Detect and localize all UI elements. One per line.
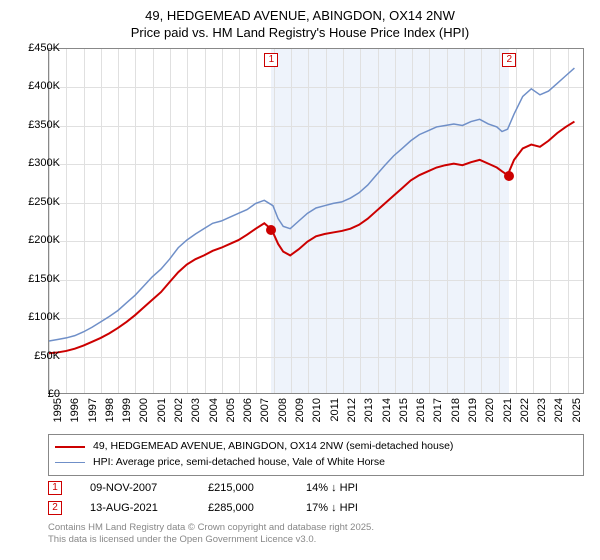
y-tick-label: £200K: [16, 234, 60, 246]
x-tick-label: 2016: [415, 398, 427, 422]
x-tick-label: 2010: [311, 398, 323, 422]
x-tick-label: 1999: [121, 398, 133, 422]
sale-dot: [266, 225, 276, 235]
sales-hpi: 17% ↓ HPI: [306, 502, 406, 514]
chart-area: 12: [48, 48, 584, 394]
x-tick-label: 2020: [484, 398, 496, 422]
footer-line2: This data is licensed under the Open Gov…: [48, 534, 374, 546]
x-tick-label: 2018: [450, 398, 462, 422]
chart-container: 49, HEDGEMEAD AVENUE, ABINGDON, OX14 2NW…: [0, 0, 600, 560]
x-tick-label: 2022: [519, 398, 531, 422]
x-tick-label: 2021: [502, 398, 514, 422]
x-tick-label: 1995: [52, 398, 64, 422]
y-tick-label: £250K: [16, 196, 60, 208]
legend-row: HPI: Average price, semi-detached house,…: [55, 455, 577, 471]
legend-box: 49, HEDGEMEAD AVENUE, ABINGDON, OX14 2NW…: [48, 434, 584, 476]
legend-label: 49, HEDGEMEAD AVENUE, ABINGDON, OX14 2NW…: [93, 439, 453, 455]
legend-label: HPI: Average price, semi-detached house,…: [93, 455, 385, 471]
series-hpi: [49, 68, 574, 341]
sales-date: 13-AUG-2021: [90, 502, 180, 514]
x-tick-label: 2023: [536, 398, 548, 422]
sale-dot: [504, 171, 514, 181]
y-tick-label: £350K: [16, 119, 60, 131]
sales-row: 1 09-NOV-2007 £215,000 14% ↓ HPI: [48, 478, 406, 498]
x-tick-label: 2019: [467, 398, 479, 422]
x-tick-label: 2000: [138, 398, 150, 422]
x-tick-label: 2013: [363, 398, 375, 422]
x-tick-label: 2008: [277, 398, 289, 422]
x-tick-label: 2015: [398, 398, 410, 422]
sales-price: £215,000: [208, 482, 278, 494]
y-tick-label: £450K: [16, 42, 60, 54]
plot-region: 12: [48, 48, 584, 394]
sales-row: 2 13-AUG-2021 £285,000 17% ↓ HPI: [48, 498, 406, 518]
sales-table: 1 09-NOV-2007 £215,000 14% ↓ HPI 2 13-AUG-202…: [48, 478, 406, 518]
x-tick-label: 2002: [173, 398, 185, 422]
sales-price: £285,000: [208, 502, 278, 514]
x-tick-label: 2012: [346, 398, 358, 422]
sale-marker-box: 1: [264, 53, 278, 67]
x-tick-label: 2001: [156, 398, 168, 422]
footer-attribution: Contains HM Land Registry data © Crown c…: [48, 522, 374, 547]
title-block: 49, HEDGEMEAD AVENUE, ABINGDON, OX14 2NW…: [0, 0, 600, 42]
legend-swatch: [55, 462, 85, 464]
x-tick-label: 2024: [553, 398, 565, 422]
sales-hpi: 14% ↓ HPI: [306, 482, 406, 494]
sales-marker: 2: [48, 501, 62, 515]
y-tick-label: £400K: [16, 80, 60, 92]
x-tick-label: 2025: [571, 398, 583, 422]
series-price_paid: [49, 122, 574, 354]
x-tick-label: 2011: [329, 398, 341, 422]
x-tick-label: 2009: [294, 398, 306, 422]
x-tick-label: 2005: [225, 398, 237, 422]
series-lines: [49, 49, 583, 393]
x-tick-label: 2007: [259, 398, 271, 422]
legend-swatch: [55, 446, 85, 448]
x-tick-label: 2014: [381, 398, 393, 422]
y-tick-label: £150K: [16, 273, 60, 285]
sales-date: 09-NOV-2007: [90, 482, 180, 494]
sales-marker: 1: [48, 481, 62, 495]
y-tick-label: £300K: [16, 157, 60, 169]
x-tick-label: 2017: [432, 398, 444, 422]
footer-line1: Contains HM Land Registry data © Crown c…: [48, 522, 374, 534]
x-tick-label: 1996: [69, 398, 81, 422]
y-tick-label: £50K: [16, 350, 60, 362]
title-address: 49, HEDGEMEAD AVENUE, ABINGDON, OX14 2NW: [0, 8, 600, 25]
x-tick-label: 2003: [190, 398, 202, 422]
title-subtitle: Price paid vs. HM Land Registry's House …: [0, 25, 600, 42]
x-tick-label: 1997: [87, 398, 99, 422]
sale-marker-box: 2: [502, 53, 516, 67]
x-tick-label: 2004: [208, 398, 220, 422]
x-tick-label: 2006: [242, 398, 254, 422]
y-tick-label: £100K: [16, 311, 60, 323]
legend-row: 49, HEDGEMEAD AVENUE, ABINGDON, OX14 2NW…: [55, 439, 577, 455]
x-tick-label: 1998: [104, 398, 116, 422]
